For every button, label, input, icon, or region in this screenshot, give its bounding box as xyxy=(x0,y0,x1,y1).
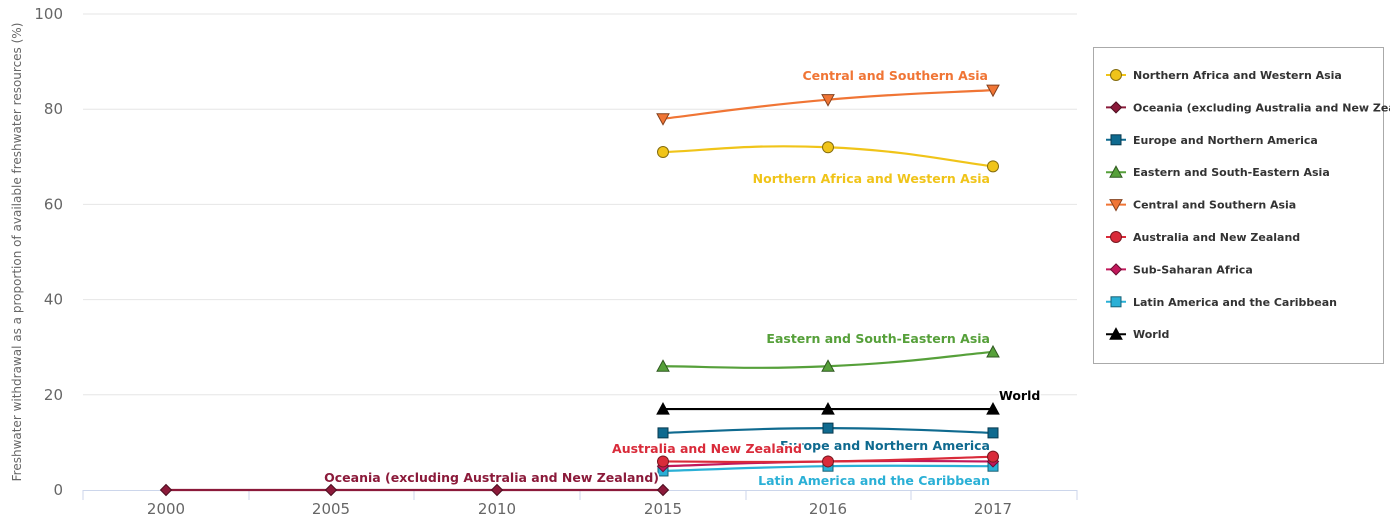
data-point[interactable] xyxy=(821,359,835,372)
series-world[interactable] xyxy=(656,402,1000,415)
legend-item[interactable]: Oceania (excluding Australia and New Zea… xyxy=(1106,101,1390,114)
legend[interactable]: Northern Africa and Western Asia Oceania … xyxy=(1093,47,1390,364)
legend-item[interactable]: Sub-Saharan Africa xyxy=(1106,263,1253,276)
data-point[interactable] xyxy=(987,427,999,439)
series-eastern-and-south-eastern-asia[interactable] xyxy=(656,344,1000,372)
y-tick-label: 40 xyxy=(44,291,63,309)
legend-symbol[interactable] xyxy=(1110,69,1122,81)
legend-label: Sub-Saharan Africa xyxy=(1133,263,1253,276)
x-tick-label: 2005 xyxy=(312,500,350,517)
data-label: World xyxy=(999,388,1040,403)
x-tick-label: 2017 xyxy=(974,500,1012,517)
legend-item[interactable]: Northern Africa and Western Asia xyxy=(1106,69,1342,82)
series-australia-and-new-zealand[interactable] xyxy=(657,450,999,468)
y-tick-label: 80 xyxy=(44,100,63,118)
legend-label: Latin America and the Caribbean xyxy=(1133,296,1337,309)
legend-symbol[interactable] xyxy=(1109,101,1123,114)
legend-item[interactable]: Central and Southern Asia xyxy=(1106,199,1296,212)
legend-label: Eastern and South-Eastern Asia xyxy=(1133,166,1330,179)
data-point[interactable] xyxy=(656,402,670,415)
data-point[interactable] xyxy=(656,483,670,497)
x-tick-label: 2015 xyxy=(644,500,682,517)
data-point[interactable] xyxy=(986,344,1000,358)
data-label: Northern Africa and Western Asia xyxy=(753,171,990,186)
data-point[interactable] xyxy=(657,455,669,468)
x-tick-label: 2010 xyxy=(478,500,516,517)
legend-item[interactable]: Eastern and South-Eastern Asia xyxy=(1106,165,1330,179)
data-point[interactable] xyxy=(986,84,1000,98)
series-europe-and-northern-america[interactable] xyxy=(657,422,999,439)
legend-symbol[interactable] xyxy=(1109,327,1123,340)
series-northern-africa-and-western-asia[interactable] xyxy=(657,141,999,173)
y-tick-label: 0 xyxy=(53,481,63,499)
data-point[interactable] xyxy=(821,402,835,415)
data-point[interactable] xyxy=(986,402,1000,415)
y-tick-label: 20 xyxy=(44,386,63,404)
grid xyxy=(83,13,1077,396)
x-tick-label: 2000 xyxy=(147,500,185,517)
legend-symbol[interactable] xyxy=(1110,231,1122,243)
data-point[interactable] xyxy=(324,483,338,497)
legend-item[interactable]: Europe and Northern America xyxy=(1106,134,1318,147)
legend-symbol[interactable] xyxy=(1109,199,1123,212)
data-point[interactable] xyxy=(656,359,670,372)
data-label: Australia and New Zealand xyxy=(612,441,802,456)
legend-label: Europe and Northern America xyxy=(1133,134,1318,147)
data-labels: Northern Africa and Western Asia Oceania … xyxy=(323,67,1042,490)
legend-label: Northern Africa and Western Asia xyxy=(1133,69,1342,82)
legend-label: Central and Southern Asia xyxy=(1133,199,1296,212)
legend-item[interactable]: Australia and New Zealand xyxy=(1106,231,1300,244)
series-oceania-excluding-australia-and-new-zealand[interactable] xyxy=(159,483,670,497)
legend-symbol[interactable] xyxy=(1110,134,1122,146)
legend-item[interactable]: World xyxy=(1106,327,1169,341)
y-axis-label: Freshwater withdrawal as a proportion of… xyxy=(10,23,24,482)
data-point[interactable] xyxy=(822,141,834,154)
data-point[interactable] xyxy=(822,422,834,434)
data-point[interactable] xyxy=(657,427,669,439)
y-tick-label: 60 xyxy=(44,195,63,213)
y-axis: 0 20 40 60 80 100 xyxy=(34,5,63,499)
data-point[interactable] xyxy=(159,483,173,497)
data-label: Central and Southern Asia xyxy=(803,68,989,83)
data-point[interactable] xyxy=(657,146,669,159)
data-point[interactable] xyxy=(821,94,835,107)
legend-symbol[interactable] xyxy=(1109,263,1123,276)
legend-symbol[interactable] xyxy=(1110,296,1122,308)
data-point[interactable] xyxy=(987,160,999,173)
legend-symbol[interactable] xyxy=(1109,165,1123,178)
series-central-and-southern-asia[interactable] xyxy=(656,84,1000,126)
data-point[interactable] xyxy=(987,450,999,463)
data-point[interactable] xyxy=(822,455,834,468)
legend-label: World xyxy=(1133,328,1169,341)
legend-label: Oceania (excluding Australia and New Zea… xyxy=(1133,101,1390,114)
y-tick-label: 100 xyxy=(34,5,63,23)
data-label: Oceania (excluding Australia and New Zea… xyxy=(324,470,659,485)
x-axis: 2000 2005 2010 2015 2016 2017 xyxy=(82,490,1078,517)
legend-label: Australia and New Zealand xyxy=(1133,231,1300,244)
data-label: Europe and Northern America xyxy=(780,438,990,453)
data-point[interactable] xyxy=(656,113,670,126)
series-layer xyxy=(159,84,1000,497)
data-label: Eastern and South-Eastern Asia xyxy=(766,331,990,346)
x-tick-label: 2016 xyxy=(809,500,847,517)
data-label: Latin America and the Caribbean xyxy=(758,473,990,488)
data-point[interactable] xyxy=(490,483,504,497)
legend-box xyxy=(1093,47,1384,364)
legend-item[interactable]: Latin America and the Caribbean xyxy=(1106,296,1337,309)
